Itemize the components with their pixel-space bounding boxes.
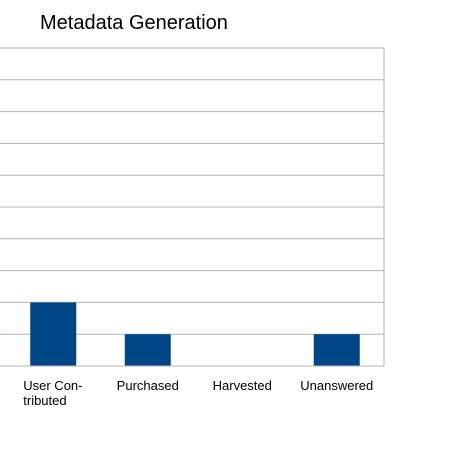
bar [313, 334, 360, 366]
bar [124, 334, 171, 366]
bar [30, 302, 77, 366]
x-tick-label: Harvested [213, 378, 272, 393]
x-tick-label: Unanswered [300, 378, 373, 393]
x-tick-label: Purchased [117, 378, 179, 393]
x-tick-label: User Con-tributed [23, 378, 82, 408]
chart-title: Metadata Generation [40, 12, 228, 34]
